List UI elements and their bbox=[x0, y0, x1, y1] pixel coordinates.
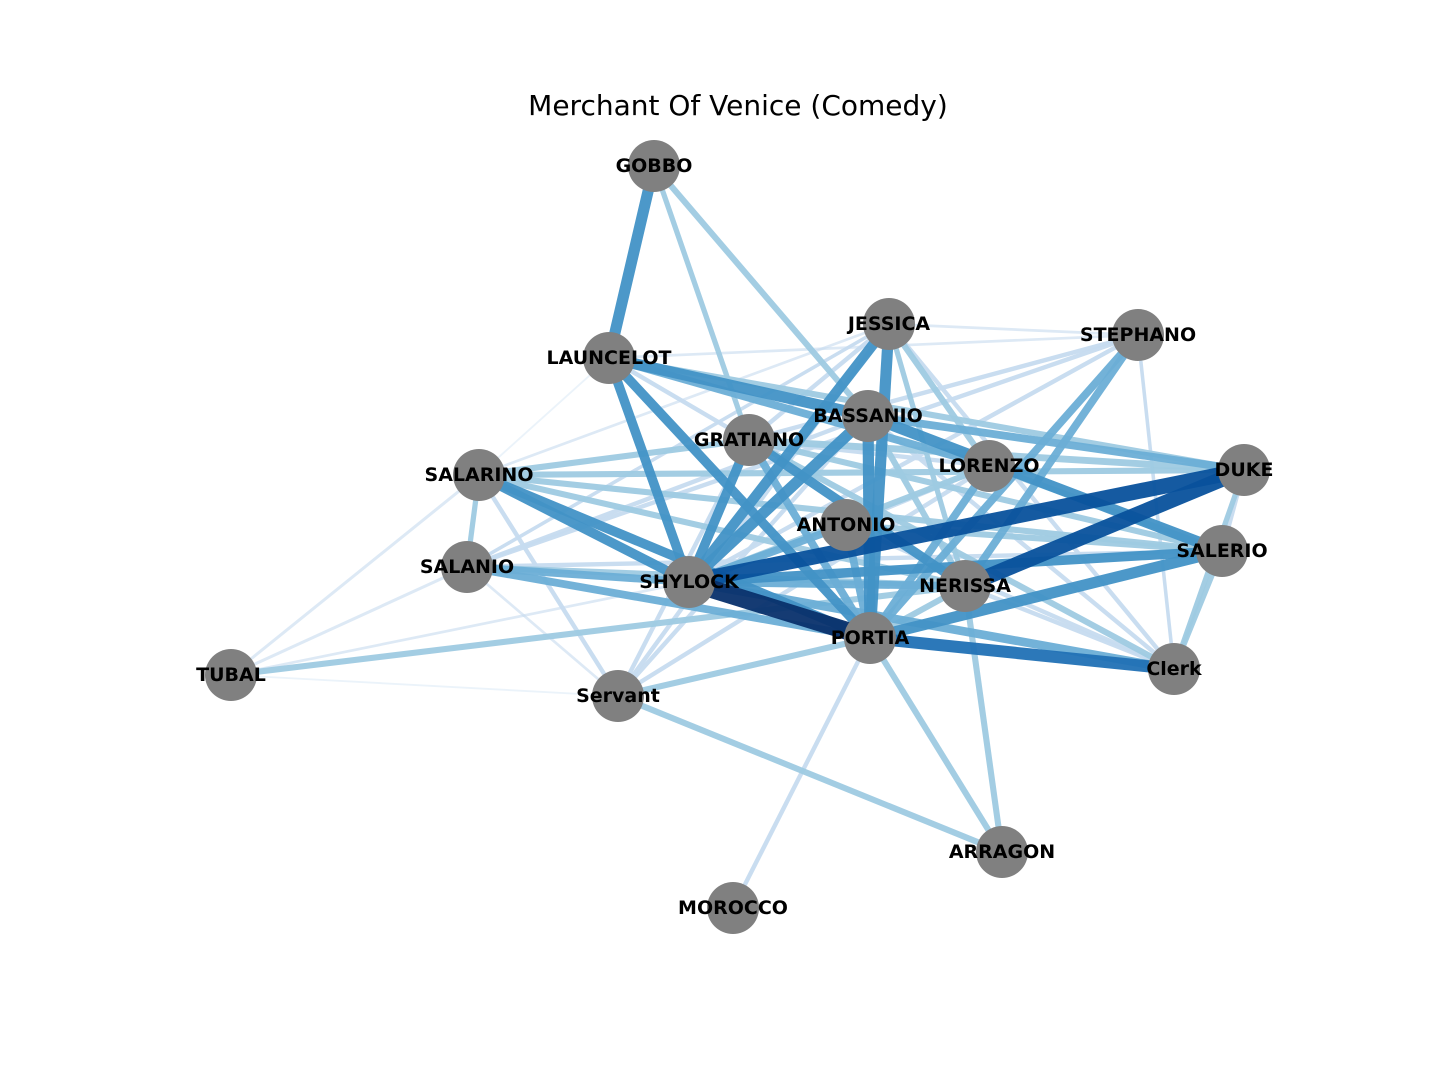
node-label-salanio: SALANIO bbox=[420, 556, 514, 578]
edge-tubal-salarino bbox=[230, 473, 480, 677]
node-label-stephano: STEPHANO bbox=[1080, 324, 1196, 346]
node-label-salarino: SALARINO bbox=[425, 464, 534, 486]
edge-servant-arragon bbox=[616, 693, 1004, 855]
node-shylock[interactable] bbox=[663, 556, 715, 608]
edge-stephano-nerissa bbox=[961, 332, 1142, 589]
node-label-lorenzo: LORENZO bbox=[938, 455, 1039, 477]
edge-lorenzo-portia bbox=[866, 463, 993, 641]
edge-jessica-clerk bbox=[887, 322, 1176, 671]
node-salarino[interactable] bbox=[453, 449, 505, 501]
labels-layer: GOBBO JESSICA STEPHANO LAUNCELOT BASSANIO GRA… bbox=[196, 155, 1273, 919]
node-label-launcelot: LAUNCELOT bbox=[546, 347, 671, 369]
edge-jessica-shylock bbox=[684, 320, 894, 586]
edges-layer bbox=[230, 164, 1247, 909]
edge-gobbo-gratiano bbox=[651, 165, 752, 441]
node-launcelot[interactable] bbox=[583, 332, 635, 384]
edge-portia-salerio bbox=[868, 545, 1224, 644]
node-gobbo[interactable] bbox=[628, 140, 680, 192]
edge-salarino-gratiano bbox=[478, 436, 750, 479]
edge-servant-salarino bbox=[477, 473, 620, 698]
edge-nerissa-arragon bbox=[961, 585, 1006, 853]
edge-jessica-lorenzo bbox=[886, 322, 992, 468]
edge-jessica-stephano bbox=[888, 322, 1139, 337]
edge-gobbo-bassanio bbox=[651, 164, 871, 418]
edge-servant-portia bbox=[617, 635, 871, 699]
node-label-clerk: Clerk bbox=[1146, 658, 1202, 680]
edge-tubal-servant bbox=[230, 674, 619, 697]
node-servant[interactable] bbox=[592, 670, 644, 722]
node-antonio[interactable] bbox=[820, 499, 872, 551]
node-label-gratiano: GRATIANO bbox=[694, 429, 804, 451]
edge-nerissa-duke bbox=[962, 462, 1247, 594]
node-salerio[interactable] bbox=[1196, 525, 1248, 577]
node-portia[interactable] bbox=[844, 612, 896, 664]
node-salanio[interactable] bbox=[441, 541, 493, 593]
edge-nerissa-clerk bbox=[964, 583, 1175, 672]
edge-salarino-duke bbox=[478, 466, 1245, 479]
node-label-arragon: ARRAGON bbox=[949, 841, 1055, 863]
node-tubal[interactable] bbox=[205, 649, 257, 701]
edge-servant-bassanio bbox=[616, 414, 870, 698]
edge-gobbo-launcelot bbox=[603, 164, 660, 360]
node-label-nerissa: NERISSA bbox=[919, 575, 1011, 597]
node-duke[interactable] bbox=[1218, 444, 1270, 496]
nodes-layer bbox=[205, 140, 1270, 934]
edge-launcelot-shylock bbox=[604, 356, 694, 584]
node-nerissa[interactable] bbox=[939, 560, 991, 612]
edge-servant-salanio bbox=[466, 565, 619, 698]
edge-portia-arragon bbox=[867, 636, 1005, 854]
edge-antonio-salerio bbox=[845, 521, 1223, 555]
edge-gratiano-clerk bbox=[747, 437, 1176, 672]
edge-shylock-duke bbox=[687, 462, 1246, 590]
edge-salanio-shylock bbox=[466, 563, 690, 586]
node-label-bassanio: BASSANIO bbox=[813, 405, 923, 427]
node-label-gobbo: GOBBO bbox=[616, 155, 693, 177]
node-arragon[interactable] bbox=[976, 826, 1028, 878]
node-label-duke: DUKE bbox=[1215, 459, 1274, 481]
chart-title: Merchant Of Venice (Comedy) bbox=[528, 89, 948, 122]
node-jessica[interactable] bbox=[863, 298, 915, 350]
node-label-portia: PORTIA bbox=[831, 627, 910, 649]
edge-tubal-nerissa bbox=[230, 582, 966, 679]
node-label-tubal: TUBAL bbox=[196, 664, 266, 686]
node-label-antonio: ANTONIO bbox=[797, 514, 896, 536]
edge-shylock-bassanio bbox=[685, 411, 872, 587]
node-gratiano[interactable] bbox=[723, 414, 775, 466]
edge-tubal-salanio bbox=[230, 565, 468, 677]
node-label-servant: Servant bbox=[576, 685, 660, 707]
node-label-salerio: SALERIO bbox=[1176, 540, 1267, 562]
node-bassanio[interactable] bbox=[842, 390, 894, 442]
edge-bassanio-duke bbox=[867, 412, 1245, 474]
edge-portia-clerk bbox=[869, 632, 1175, 675]
edge-launcelot-gratiano bbox=[607, 356, 751, 442]
node-label-shylock: SHYLOCK bbox=[639, 571, 740, 593]
node-stephano[interactable] bbox=[1112, 309, 1164, 361]
node-morocco[interactable] bbox=[707, 882, 759, 934]
node-clerk[interactable] bbox=[1148, 643, 1200, 695]
node-label-morocco: MOROCCO bbox=[678, 897, 788, 919]
edge-bassanio-salerio bbox=[866, 410, 1224, 557]
edge-shylock-portia bbox=[686, 573, 873, 647]
edge-salanio-jessica bbox=[466, 322, 890, 569]
node-lorenzo[interactable] bbox=[963, 440, 1015, 492]
edge-salarino-launcelot bbox=[478, 357, 610, 476]
edge-launcelot-bassanio bbox=[607, 352, 870, 422]
edge-jessica-gratiano bbox=[747, 322, 891, 442]
node-label-jessica: JESSICA bbox=[846, 313, 931, 335]
edge-tubal-shylock bbox=[230, 580, 690, 677]
edge-launcelot-portia bbox=[605, 354, 874, 642]
